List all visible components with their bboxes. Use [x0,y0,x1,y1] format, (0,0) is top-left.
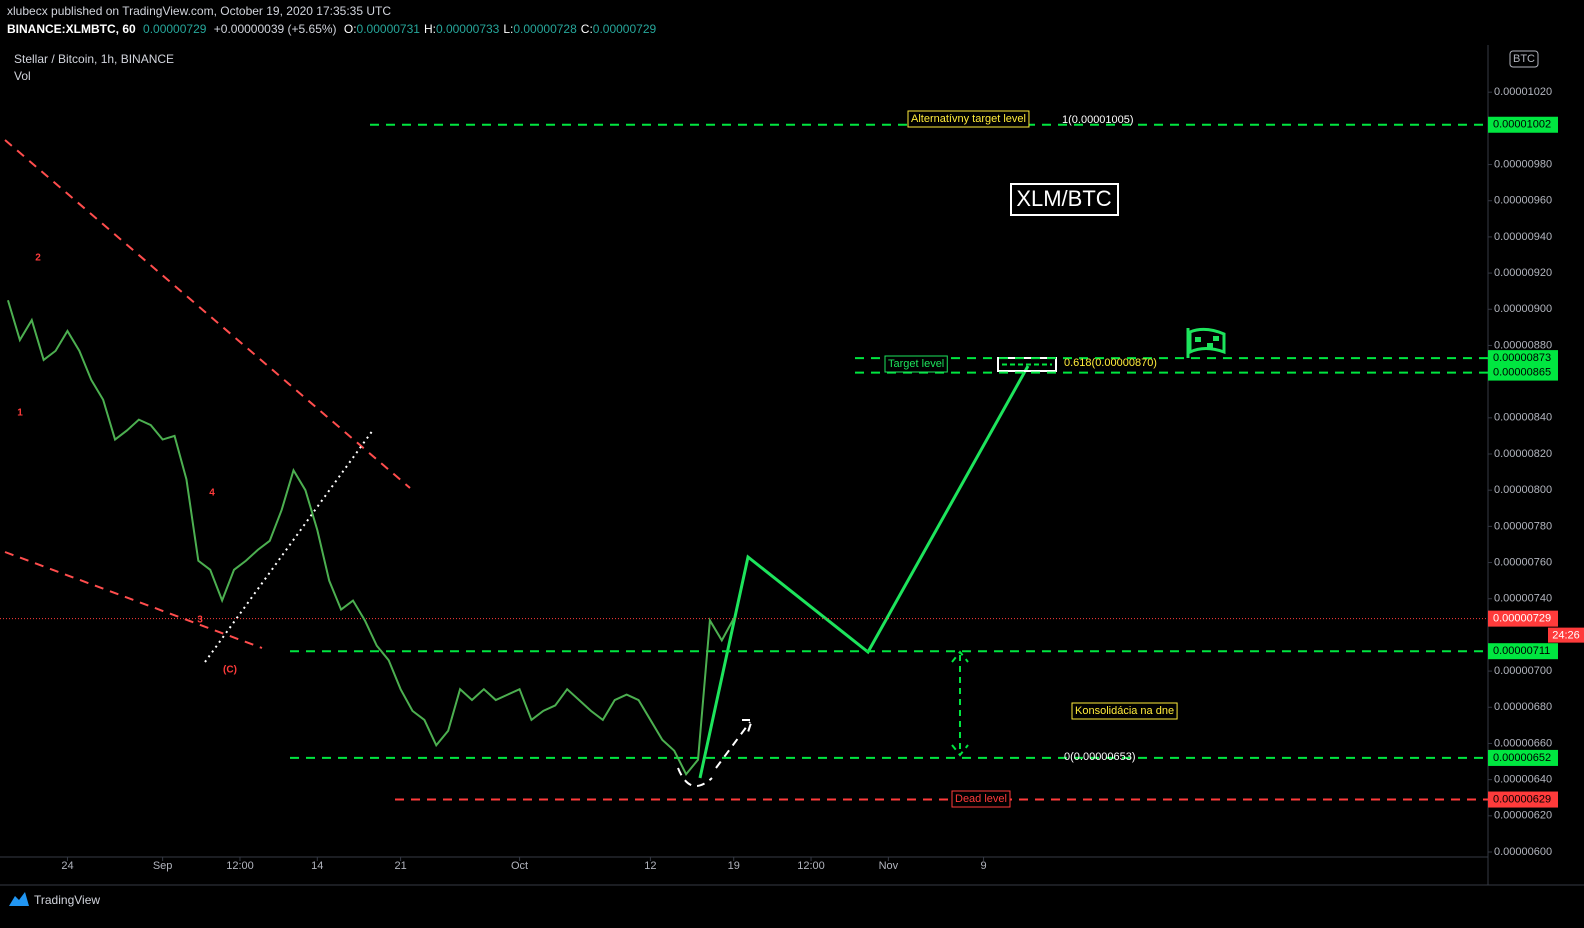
y-tick-label: 0.00000780 [1494,520,1552,532]
level-badge [1488,791,1558,808]
ohlc-label: L: [503,22,513,36]
countdown-badge [1548,627,1584,643]
x-tick-label: 12 [644,860,656,872]
ohlc-label: O: [344,22,357,36]
wave-label: (C) [223,665,237,676]
flag-pattern [1195,336,1219,348]
y-tick-label: 0.00000960 [1494,195,1552,207]
volume-label: Vol [14,69,31,83]
projection [698,365,1030,779]
price-line [7,299,735,777]
ohlc-value: 0.00000729 [593,22,657,36]
x-tick-label: 9 [980,860,986,872]
annotation: Target level [888,358,944,370]
range-arrow [951,650,969,757]
brand: TradingView [34,893,100,907]
level-badge-label: 0.00000629 [1493,793,1551,805]
annotation: Dead level [955,793,1007,805]
fib-label: 0(0.00000653) [1064,751,1136,763]
level-badge-label: 0.00000652 [1493,752,1551,764]
y-tick-label: 0.00000940 [1494,231,1552,243]
x-tick-label: 21 [394,860,406,872]
annotation-box [1071,702,1178,720]
annotation-box [884,355,948,373]
level-badge-label: 0.00001002 [1493,119,1551,131]
ohlc-value: 0.00000728 [513,22,577,36]
fib-label: 0.618(0.00000870) [1064,357,1157,369]
wave-label: 4 [209,488,215,499]
ohlc-value: 0.00000731 [357,22,421,36]
countdown: 24:26 [1552,630,1580,642]
x-tick-label: 14 [311,860,323,872]
y-tick-label: 0.00000660 [1494,737,1552,749]
x-tick-label: 12:00 [797,860,825,872]
level-badge [1488,364,1558,381]
annotation-box [907,110,1030,128]
y-tick-label: 0.00001020 [1494,86,1552,98]
y-tick-label: 0.00000840 [1494,412,1552,424]
ohlc-label: H: [424,22,436,36]
wave-label: 3 [197,615,203,626]
x-tick-label: 12:00 [226,860,254,872]
trend-line [4,139,411,489]
x-tick-label: Sep [153,860,173,872]
y-tick-label: 0.00000880 [1494,339,1552,351]
y-tick-label: 0.00000820 [1494,448,1552,460]
target-box [997,357,1057,372]
annotation-box [951,790,1011,808]
symbol: BINANCE:XLMBTC, 60 [7,22,136,36]
annotation: Konsolidácia na dne [1075,705,1174,717]
pair-box [1010,183,1119,216]
fib-label: 1(0.00001005) [1062,114,1134,126]
y-tick-label: 0.00000640 [1494,774,1552,786]
annotation: XLM/BTC [1016,186,1111,211]
y-tick-label: 0.00000680 [1494,701,1552,713]
y-tick-label: 0.00000980 [1494,158,1552,170]
flag [1186,327,1226,358]
symbol-line: BINANCE:XLMBTC, 60 0.00000729 +0.0000003… [7,22,657,36]
y-tick-label: 0.00000920 [1494,267,1552,279]
bottom-marker [677,719,754,787]
trend-line [4,551,263,649]
y-tick-label: 0.00000620 [1494,810,1552,822]
footer-logo [9,892,29,906]
x-tick-label: 19 [728,860,740,872]
drawings [4,139,1226,787]
wave-label: 2 [35,253,41,264]
last-price-label: 0.00000729 [1493,613,1551,625]
last-price-badge [1488,610,1558,627]
y-tick-label: 0.00000600 [1494,846,1552,858]
level-badge [1488,116,1558,133]
x-tick-label: Nov [879,860,899,872]
last: 0.00000729 [143,22,207,36]
legend: Stellar / Bitcoin, 1h, BINANCE [14,52,174,66]
ohlc-value: 0.00000733 [436,22,500,36]
y-tick-label: 0.00000900 [1494,303,1552,315]
level-badge-label: 0.00000711 [1493,645,1550,657]
annotation: Alternatívny target level [911,113,1026,125]
level-badge-label: 0.00000865 [1493,366,1551,378]
x-tick-label: Oct [511,860,528,872]
change: +0.00000039 (+5.65%) [214,22,337,36]
y-tick-label: 0.00000700 [1494,665,1552,677]
level-badge [1488,643,1558,660]
ohlc-label: C: [581,22,593,36]
x-tick-label: 24 [61,860,73,872]
y-tick-label: 0.00000740 [1494,593,1552,605]
level-badge [1488,350,1558,367]
currency: BTC [1513,53,1535,65]
level-badge [1488,749,1558,766]
level-badge-label: 0.00000873 [1493,352,1551,364]
currency-badge [1509,50,1539,68]
wave-label: 1 [17,408,23,419]
y-tick-label: 0.00000760 [1494,556,1552,568]
y-tick-label: 0.00000800 [1494,484,1552,496]
published-line: xlubecx published on TradingView.com, Oc… [7,4,391,18]
